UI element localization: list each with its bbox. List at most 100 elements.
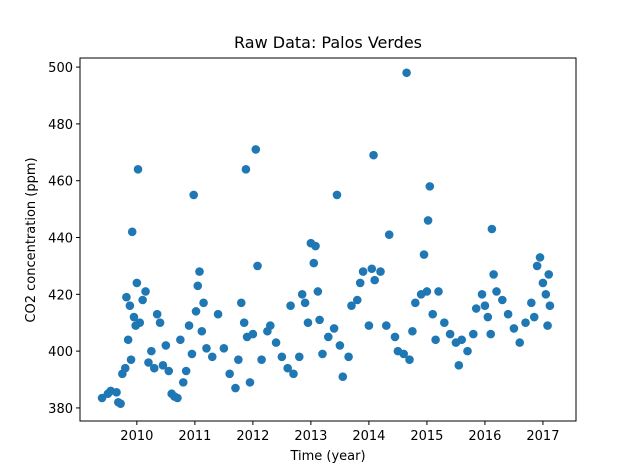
point [271,338,281,347]
point [187,349,197,359]
point [471,304,481,313]
point [123,335,133,345]
point [541,290,551,299]
point [477,290,487,299]
point [315,315,324,325]
point [355,278,365,288]
point [369,150,378,160]
point [329,324,339,333]
x-tick-label: 2016 [468,429,501,444]
point [358,267,368,276]
point [509,324,519,333]
point [129,312,139,322]
point [155,318,165,328]
point [440,318,449,328]
y-tick-label: 440 [48,232,73,247]
point [277,352,287,362]
point [184,321,194,330]
point [181,366,191,376]
point [431,335,440,345]
y-tick-label: 420 [48,288,73,303]
point [352,295,362,305]
point [189,190,199,200]
point [161,341,171,350]
point [300,298,310,308]
point [225,369,234,379]
x-tick-label: 2010 [120,429,153,444]
point [503,309,513,319]
point [419,250,429,259]
point [236,298,246,308]
point [434,287,443,296]
point [309,258,319,268]
point [463,346,472,356]
point [294,352,304,362]
point [535,253,545,262]
point [133,165,143,174]
point [176,335,185,345]
point [370,275,379,285]
point [521,318,530,328]
point [532,261,542,271]
point [251,145,261,154]
point [338,372,348,381]
point [265,321,275,330]
point [297,290,307,299]
point [515,338,525,347]
x-tick-label: 2011 [178,429,211,444]
point [544,270,554,279]
point [164,366,174,376]
point [283,363,292,373]
point [135,318,145,328]
point [195,267,204,276]
point [313,287,323,296]
x-tick-label: 2013 [294,429,327,444]
point [311,241,320,251]
point [116,399,125,408]
y-tick-label: 500 [48,61,73,76]
point [408,326,417,336]
point [219,343,229,353]
point [173,393,182,403]
point [122,292,131,302]
y-tick-label: 380 [48,402,73,417]
point [402,68,411,78]
y-tick-label: 480 [48,118,73,133]
point [529,312,539,322]
point [411,298,420,308]
x-axis-label: Time (year) [289,449,365,464]
chart-title: Raw Data: Palos Verdes [234,33,422,52]
point [202,343,211,353]
x-tick-label: 2015 [410,429,443,444]
point [152,309,162,319]
point [207,352,217,362]
point [382,321,391,330]
x-tick-label: 2012 [236,429,269,444]
point [191,307,201,316]
point [367,264,377,274]
point [543,321,552,330]
point [422,287,432,296]
point [120,363,130,373]
point [253,261,262,271]
point [486,329,496,339]
point [545,301,555,310]
point [527,298,536,308]
point [498,295,507,305]
point [197,326,207,336]
point [138,295,147,305]
point [469,329,478,339]
point [332,190,342,200]
point [335,341,345,350]
point [323,332,333,342]
point [457,335,467,345]
point [132,278,142,288]
point [405,355,414,364]
point [199,298,208,308]
point [425,182,435,191]
point [193,281,203,291]
point [126,355,136,364]
point [239,318,249,328]
y-tick-label: 400 [48,345,73,360]
